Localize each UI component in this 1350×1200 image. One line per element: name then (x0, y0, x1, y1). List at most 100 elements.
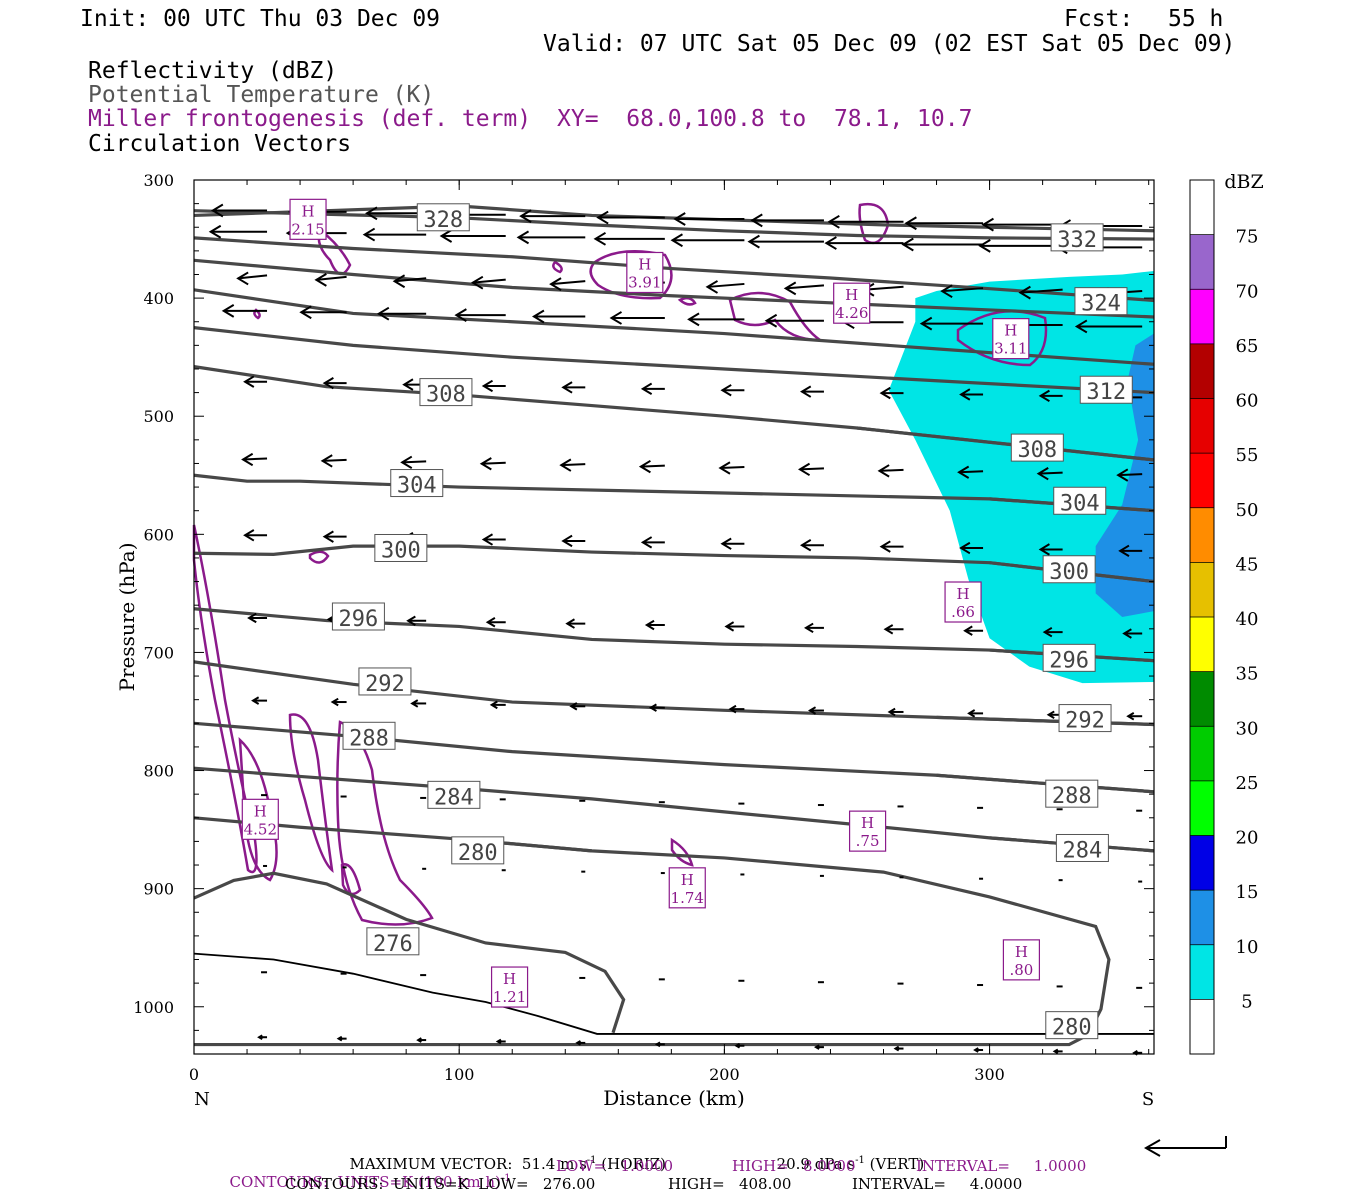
circulation-vector-head (705, 280, 719, 294)
circulation-vector-head (883, 624, 894, 635)
y-tick-label: 400 (143, 289, 174, 308)
circulation-vector-head (210, 203, 224, 218)
frontogenesis-low: LOW= 1.0000 (556, 1157, 674, 1175)
circulation-vector-head (764, 313, 778, 328)
circulation-vector (640, 464, 665, 468)
frontogenesis-max-value: 3.91 (628, 273, 661, 291)
max-vector-vert-suffix: (VERT) (864, 1155, 925, 1173)
max-vector-vert-note: 20.9 dPa s-1 (VERT) (767, 1141, 925, 1173)
x-tick-label: 100 (444, 1065, 475, 1084)
frontogenesis-max-value: .75 (856, 832, 880, 850)
circulation-vector-head (814, 1044, 820, 1050)
frontogenesis-max-h: H (503, 970, 516, 988)
frontogenesis-contour (288, 713, 334, 874)
isentrope-label-box (427, 780, 481, 809)
isentrope-label-332: 332 (1057, 228, 1097, 253)
circulation-vector-head (959, 541, 971, 555)
circulation-vector-head (640, 536, 653, 549)
colorbar-level-label: 60 (1236, 391, 1259, 412)
colorbar-swatch (1190, 507, 1214, 563)
circulation-vector-head (561, 534, 573, 548)
circulation-vector-head (247, 612, 257, 624)
circulation-vector (799, 467, 824, 471)
frontogenesis-contour (670, 837, 694, 867)
circulation-vector-head (416, 1037, 422, 1043)
colorbar-unit: dBZ (1224, 171, 1263, 193)
frontogenesis-max-box (289, 198, 327, 240)
circulation-vector (402, 460, 427, 464)
isentrope-316 (193, 288, 1155, 366)
isentrope-312 (193, 326, 1155, 395)
circulation-vector-head (519, 209, 532, 223)
circulation-vector-head (1122, 628, 1132, 639)
circulation-vector-head (728, 704, 737, 714)
circulation-vector-head (800, 385, 812, 398)
frontogenesis-max-h: H (254, 802, 267, 820)
colorbar-level-label: 10 (1236, 937, 1259, 958)
frontogenesis-contour (340, 863, 362, 896)
frontogenesis-contour (308, 550, 330, 564)
isentrope-label-308: 308 (1017, 438, 1057, 463)
circulation-vector-head (559, 458, 572, 472)
circulation-vector-head (516, 230, 530, 245)
reflectivity-colorbar: 5 10 15 20 25 30 35 40 45 50 55 60 65 70 75 dBZ (1189, 171, 1264, 1055)
circulation-vector (550, 280, 586, 286)
contour-labels: 276 280 280 284 284 288 288 292 292 296 296 300 300 3… (241, 198, 1133, 1041)
circulation-vector-head (981, 217, 994, 232)
frontogenesis-max-value: 1.74 (671, 889, 704, 907)
frontogenesis-contour (253, 308, 261, 320)
max-vector-note: MAXIMUM VECTOR: 51.4 m s-1 (HORIZ) (340, 1141, 666, 1172)
isentrope-label-box (366, 927, 420, 956)
isentrope-label-280: 280 (1052, 1016, 1092, 1041)
circulation-vector-head (489, 700, 498, 710)
frontogenesis-contour (956, 310, 1048, 367)
circulation-vector-head (824, 236, 837, 250)
isentrope-288 (936, 773, 1155, 794)
circulation-vector-head (720, 384, 732, 397)
colorbar-level-label: 25 (1236, 773, 1259, 794)
circulation-vector-head (565, 618, 575, 629)
circulation-vector-head (919, 316, 933, 331)
circulation-vector-head (687, 312, 700, 327)
circulation-vector-head (236, 271, 249, 286)
y-tick-label: 500 (143, 407, 174, 426)
frontogenesis-max-h: H (845, 286, 858, 304)
theta-contour-interval: INTERVAL= 4.0000 (852, 1175, 1023, 1193)
isentrope-label-box (1074, 287, 1128, 316)
circulation-vector (959, 470, 984, 474)
circulation-vector-head (208, 224, 222, 239)
init-time: Init: 00 UTC Thu 03 Dec 09 (80, 6, 441, 32)
circulation-vector-head (734, 1042, 741, 1049)
y-tick-label: 800 (143, 762, 174, 781)
max-vector-horiz-suffix: (HORIZ) (596, 1155, 667, 1173)
isentrope-label-288: 288 (1052, 784, 1092, 809)
surface-line (193, 952, 1154, 1035)
reflectivity-10dbz-area (1095, 333, 1154, 617)
colorbar-swatch (1190, 890, 1214, 945)
isentrope-label-box (1045, 1011, 1099, 1040)
circulation-vector (322, 458, 347, 462)
frontogenesis-units: CONTOURS: UNITS=K (100 km h) (229, 1173, 501, 1191)
circulation-vector-head (967, 709, 976, 718)
theta-contour-info: CONTOURS: UNITS=K LOW= 276.00 (285, 1175, 596, 1193)
circulation-vector-head (392, 274, 406, 289)
colorbar-level-label: 5 (1241, 991, 1252, 1012)
circulation-vector (1118, 473, 1143, 477)
isentrope-label-284: 284 (434, 785, 474, 810)
isentrope-label-box (419, 378, 473, 407)
isentrope-label-308: 308 (426, 383, 466, 408)
y-tick-label: 1000 (133, 998, 174, 1017)
colorbar-swatch (1190, 944, 1214, 1000)
colorbar-swatch (1190, 180, 1214, 235)
circulation-vector (863, 285, 904, 291)
colorbar-swatch (1190, 671, 1214, 727)
colorbar-swatch (1190, 835, 1214, 891)
circulation-vector-head (320, 454, 333, 468)
frontogenesis-units-exponent: -1 (500, 1173, 511, 1184)
frontogenesis-max-box (668, 867, 706, 909)
frontogenesis-high: HIGH= 8.0000 (732, 1157, 856, 1175)
circulation-vector-head (531, 309, 545, 324)
colorbar-swatch (1190, 617, 1214, 672)
circulation-vector (472, 278, 506, 284)
circulation-vector-head (827, 214, 840, 229)
